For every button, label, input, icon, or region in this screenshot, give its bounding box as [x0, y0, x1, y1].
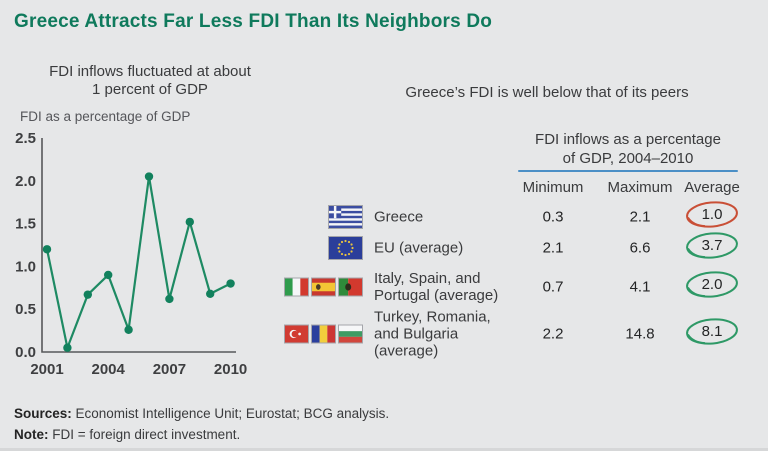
data-point — [42, 245, 52, 254]
table-header-rule — [518, 170, 738, 172]
figure-title: Greece Attracts Far Less FDI Than Its Ne… — [14, 11, 493, 32]
portugal-flag-icon — [339, 278, 362, 296]
y-tick-label: 1.0 — [15, 258, 36, 275]
fdi-line-series — [45, 176, 232, 352]
min-value: 0.3 — [542, 208, 564, 226]
spain-flag-icon — [312, 278, 335, 296]
y-tick-label: 0.0 — [15, 344, 36, 361]
greece-flag-icon — [329, 206, 362, 228]
min-value: 2.1 — [542, 239, 564, 257]
average-circled-value: 3.7 — [684, 231, 740, 261]
y-tick-label: 0.5 — [15, 301, 36, 318]
min-value: 0.7 — [542, 278, 564, 296]
row-label: Greece — [374, 208, 424, 226]
chart-axes — [41, 138, 236, 353]
max-value: 14.8 — [625, 325, 655, 343]
data-point — [226, 279, 235, 288]
y-tick-label: 2.0 — [15, 173, 36, 190]
average-cell: 3.7 — [680, 231, 744, 266]
data-point — [206, 289, 215, 298]
table-row-italy-spain-portugal: Italy, Spain, and Portugal (average) 0.7… — [284, 266, 754, 308]
highlight-ellipse-icon — [686, 232, 738, 259]
max-value: 2.1 — [629, 208, 651, 226]
footer-note: Note: FDI = foreign direct investment. — [14, 424, 389, 445]
row-label: EU (average) — [374, 239, 464, 257]
min-value: 2.2 — [542, 325, 564, 343]
highlight-ellipse-icon — [686, 201, 738, 228]
turkey-flag-icon — [285, 325, 308, 343]
row-label: Turkey, Romania, and Bulgaria (average) — [374, 308, 491, 360]
average-cell: 8.1 — [680, 317, 744, 352]
table-row-turkey-romania-bulgaria: Turkey, Romania, and Bulgaria (average) … — [284, 309, 754, 360]
max-value: 6.6 — [629, 239, 651, 257]
table-row-eu: EU (average) 2.1 6.6 3.7 — [284, 231, 754, 266]
chart-subtitle: FDI inflows fluctuated at about 1 percen… — [49, 63, 251, 98]
data-point — [104, 270, 113, 280]
sources-label: Sources: — [14, 406, 72, 421]
average-cell: 2.0 — [680, 270, 744, 305]
row-label: Italy, Spain, and Portugal (average) — [374, 270, 499, 304]
x-tick-label: 2007 — [153, 361, 186, 378]
column-header-minimum: Minimum — [522, 179, 584, 196]
fdi-line-chart: 0.0 0.5 1.0 1.5 2.0 2.5 2001 2004 2007 2010 — [15, 130, 247, 378]
romania-flag-icon — [312, 325, 335, 343]
data-point — [144, 172, 154, 181]
average-circled-value: 2.0 — [684, 270, 740, 300]
data-point — [124, 325, 133, 334]
note-text: FDI = foreign direct investment. — [48, 427, 241, 442]
bulgaria-flag-icon — [339, 325, 362, 343]
table-row-greece: Greece 0.3 2.1 1.0 — [284, 200, 754, 235]
data-point — [83, 290, 93, 299]
data-point — [63, 343, 72, 352]
y-tick-label: 2.5 — [15, 130, 36, 147]
x-tick-label: 2010 — [214, 361, 247, 378]
flags-cell — [284, 206, 362, 228]
average-circled-value: 8.1 — [684, 317, 740, 347]
x-tick-label: 2001 — [30, 361, 63, 378]
data-point — [185, 217, 194, 227]
column-header-average: Average — [684, 179, 740, 196]
table-column-headers: Minimum Maximum Average — [284, 179, 754, 197]
note-label: Note: — [14, 427, 49, 442]
column-header-maximum: Maximum — [607, 179, 673, 196]
flags-cell — [284, 278, 362, 296]
y-tick-label: 1.5 — [15, 216, 36, 233]
highlight-ellipse-icon — [686, 318, 738, 345]
footer-sources: Sources: Economist Intelligence Unit; Eu… — [14, 403, 389, 424]
flags-cell — [284, 237, 362, 259]
table-header-title: FDI inflows as a percentage of GDP, 2004… — [535, 131, 721, 167]
data-point — [165, 294, 174, 304]
sources-text: Economist Intelligence Unit; Eurostat; B… — [71, 406, 390, 421]
highlight-ellipse-icon — [686, 271, 738, 298]
flags-cell — [284, 325, 362, 343]
x-tick-label: 2004 — [92, 361, 126, 378]
italy-flag-icon — [285, 278, 308, 296]
chart-unit-label: FDI as a percentage of GDP — [20, 109, 191, 124]
footer: Sources: Economist Intelligence Unit; Eu… — [14, 403, 389, 445]
average-cell: 1.0 — [680, 200, 744, 235]
eu-flag-icon — [329, 237, 362, 259]
bottom-edge — [0, 448, 768, 451]
max-value: 4.1 — [629, 278, 651, 296]
average-circled-value: 1.0 — [684, 200, 740, 230]
table-subtitle: Greece’s FDI is well below that of its p… — [405, 84, 689, 101]
